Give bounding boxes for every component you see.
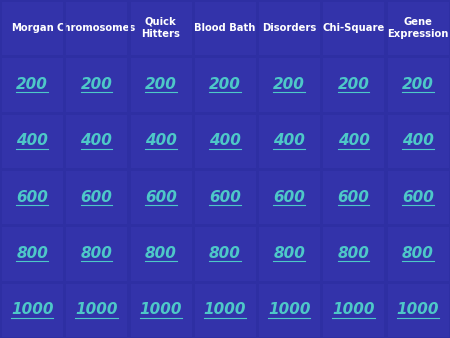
Bar [130,57,192,112]
Text: 800: 800 [209,246,241,261]
Bar [130,114,192,168]
Text: 800: 800 [402,246,434,261]
Bar [194,114,256,168]
Text: 200: 200 [338,77,369,92]
Text: 1000: 1000 [140,302,182,317]
Text: 400: 400 [273,133,305,148]
Bar [323,1,384,55]
Text: 600: 600 [402,190,434,205]
Bar [1,57,63,112]
Text: 1000: 1000 [396,302,439,317]
Text: Gene
Expression: Gene Expression [387,17,449,39]
Bar [66,57,127,112]
Bar [387,170,449,224]
Bar [387,283,449,337]
Bar [323,57,384,112]
Text: 400: 400 [145,133,177,148]
Text: 200: 200 [209,77,241,92]
Bar [323,283,384,337]
Text: 400: 400 [338,133,369,148]
Bar [1,114,63,168]
Text: 400: 400 [402,133,434,148]
Text: Chi-Square: Chi-Square [323,23,385,33]
Text: Morgan: Morgan [11,23,54,33]
Text: 200: 200 [402,77,434,92]
Bar [66,170,127,224]
Text: Quick
Hitters: Quick Hitters [141,17,180,39]
Bar [130,1,192,55]
Text: 800: 800 [338,246,369,261]
Text: Disorders: Disorders [262,23,316,33]
Bar [323,114,384,168]
Bar [387,57,449,112]
Text: Blood Bath: Blood Bath [194,23,256,33]
Bar [258,283,320,337]
Bar [194,283,256,337]
Bar [323,170,384,224]
Text: 800: 800 [81,246,112,261]
Bar [130,170,192,224]
Bar [387,114,449,168]
Text: 400: 400 [209,133,241,148]
Text: 600: 600 [338,190,369,205]
Bar [194,226,256,281]
Text: 800: 800 [145,246,177,261]
Text: 200: 200 [273,77,305,92]
Bar [1,170,63,224]
Bar [1,226,63,281]
Text: 200: 200 [81,77,112,92]
Bar [130,226,192,281]
Bar [387,1,449,55]
Text: 1000: 1000 [11,302,54,317]
Bar [66,283,127,337]
Text: 1000: 1000 [75,302,118,317]
Text: 600: 600 [273,190,305,205]
Text: 800: 800 [273,246,305,261]
Bar [66,1,127,55]
Bar [1,283,63,337]
Bar [194,1,256,55]
Text: 600: 600 [209,190,241,205]
Bar [66,226,127,281]
Bar [258,114,320,168]
Bar [258,170,320,224]
Text: 200: 200 [145,77,177,92]
Bar [258,226,320,281]
Text: 400: 400 [16,133,48,148]
Bar [323,226,384,281]
Bar [258,1,320,55]
Text: 200: 200 [16,77,48,92]
Text: 400: 400 [81,133,112,148]
Text: 600: 600 [145,190,177,205]
Bar [130,283,192,337]
Text: Chromosomes: Chromosomes [57,23,136,33]
Text: 600: 600 [81,190,112,205]
Bar [387,226,449,281]
Bar [194,57,256,112]
Text: 1000: 1000 [332,302,375,317]
Text: 600: 600 [16,190,48,205]
Bar [1,1,63,55]
Text: 800: 800 [16,246,48,261]
Bar [66,114,127,168]
Text: 1000: 1000 [268,302,310,317]
Text: 1000: 1000 [204,302,246,317]
Bar [194,170,256,224]
Bar [258,57,320,112]
